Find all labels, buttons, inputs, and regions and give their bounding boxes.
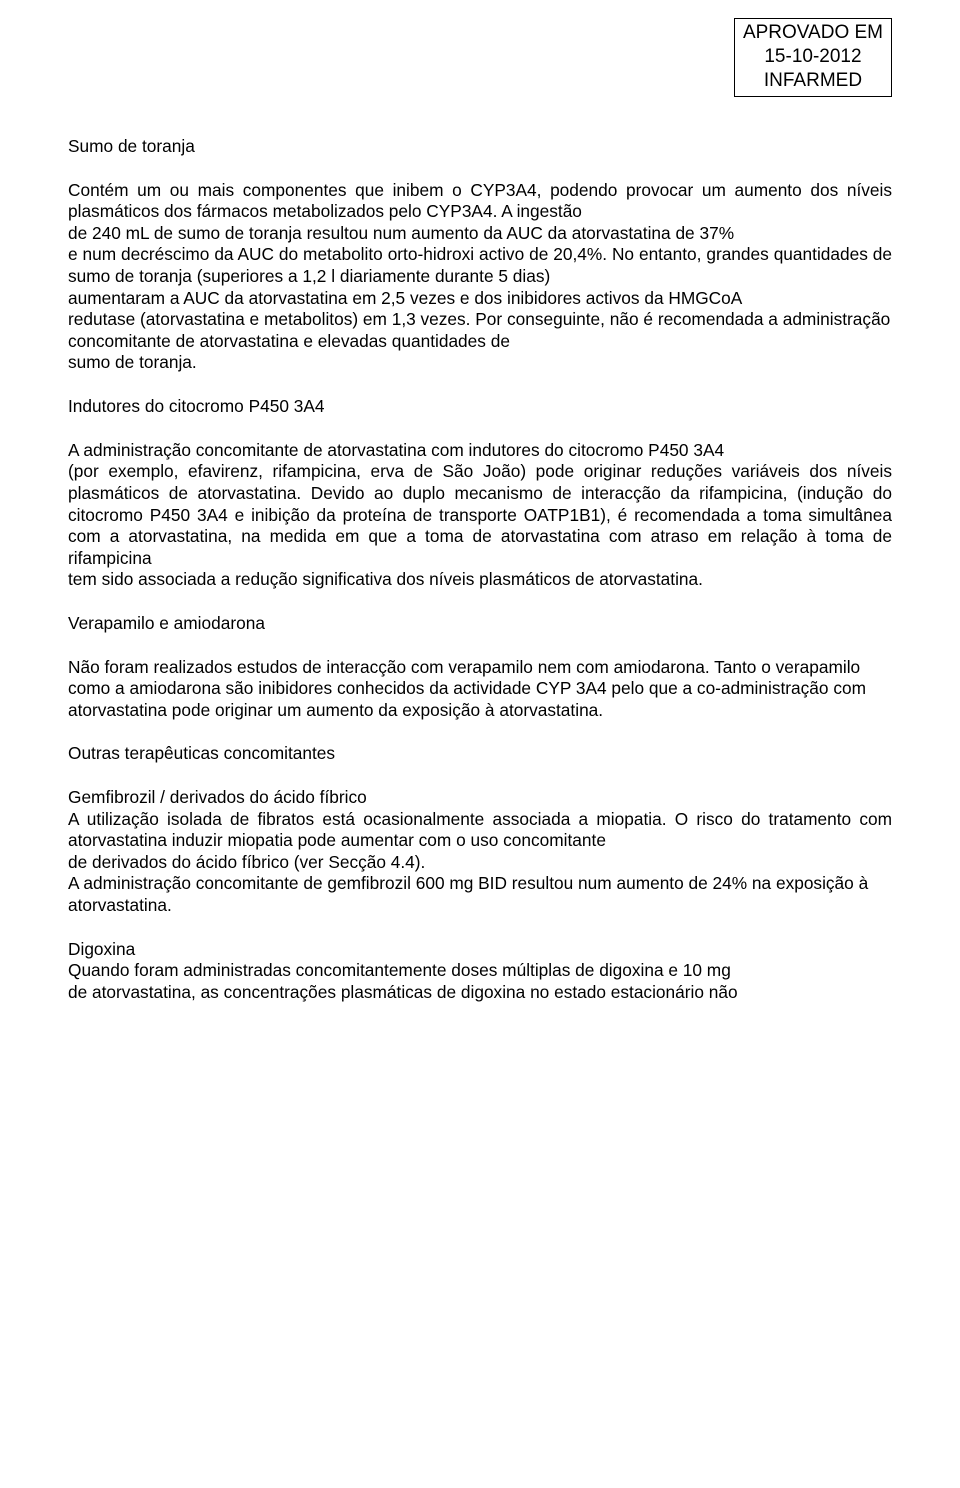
section-1-p2: de 240 mL de sumo de toranja resultou nu… [68,223,892,245]
section-4-sub1: Gemfibrozil / derivados do ácido fíbrico [68,787,892,809]
section-4-p2: de derivados do ácido fíbrico (ver Secçã… [68,852,892,874]
section-4-title: Outras terapêuticas concomitantes [68,743,892,765]
section-3-p1: Não foram realizados estudos de interacç… [68,657,892,722]
section-1-p3: e num decréscimo da AUC do metabolito or… [68,244,892,287]
section-4-p5: de atorvastatina, as concentrações plasm… [68,982,892,1004]
document-body: Sumo de toranja Contém um ou mais compon… [68,136,892,1004]
section-4-sub2: Digoxina [68,939,892,961]
section-1-title: Sumo de toranja [68,136,892,158]
section-4-p1: A utilização isolada de fibratos está oc… [68,809,892,852]
section-1-p5: redutase (atorvastatina e metabolitos) e… [68,309,892,352]
approval-line-2: 15-10-2012 [743,45,883,69]
section-2-p1: A administração concomitante de atorvast… [68,440,892,462]
section-2-p3: tem sido associada a redução significati… [68,569,892,591]
approval-stamp: APROVADO EM 15-10-2012 INFARMED [734,18,892,97]
section-1-p6: sumo de toranja. [68,352,892,374]
approval-line-3: INFARMED [743,69,883,93]
section-4-p3: A administração concomitante de gemfibro… [68,873,892,916]
section-2-title: Indutores do citocromo P450 3A4 [68,396,892,418]
section-4-p4: Quando foram administradas concomitantem… [68,960,892,982]
section-1-p4: aumentaram a AUC da atorvastatina em 2,5… [68,288,892,310]
section-3-title: Verapamilo e amiodarona [68,613,892,635]
section-2-p2: (por exemplo, efavirenz, rifampicina, er… [68,461,892,569]
section-1-p1: Contém um ou mais componentes que inibem… [68,180,892,223]
approval-line-1: APROVADO EM [743,21,883,45]
